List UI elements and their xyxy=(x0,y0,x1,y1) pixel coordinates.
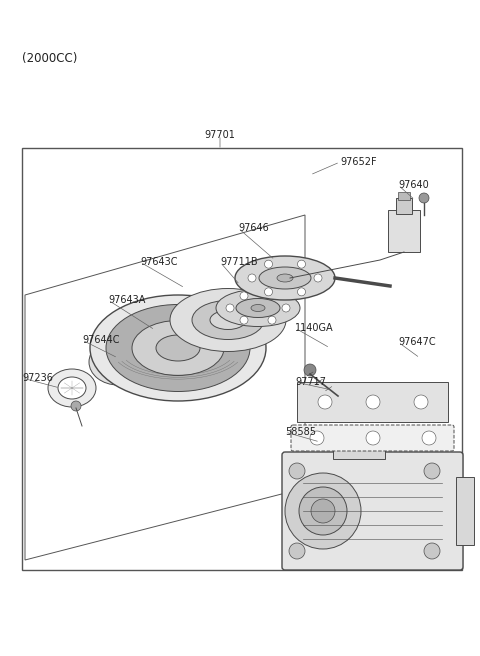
Circle shape xyxy=(298,260,305,268)
Circle shape xyxy=(264,260,273,268)
Text: 58585: 58585 xyxy=(285,427,316,437)
Text: 97701: 97701 xyxy=(204,130,235,140)
Ellipse shape xyxy=(48,369,96,407)
Circle shape xyxy=(240,316,248,324)
Text: (2000CC): (2000CC) xyxy=(22,52,77,65)
Circle shape xyxy=(311,499,335,523)
Text: 97652F: 97652F xyxy=(340,157,377,167)
Bar xyxy=(456,477,474,545)
Text: 97647C: 97647C xyxy=(398,337,436,347)
Ellipse shape xyxy=(235,256,335,300)
Bar xyxy=(22,148,462,570)
Circle shape xyxy=(366,431,380,445)
Circle shape xyxy=(268,316,276,324)
Ellipse shape xyxy=(106,304,250,392)
Circle shape xyxy=(71,401,81,411)
Circle shape xyxy=(304,364,316,376)
Circle shape xyxy=(282,304,290,312)
FancyBboxPatch shape xyxy=(282,452,463,570)
Ellipse shape xyxy=(277,274,293,282)
Ellipse shape xyxy=(58,377,86,399)
Ellipse shape xyxy=(90,295,266,401)
Bar xyxy=(388,210,420,252)
Circle shape xyxy=(268,292,276,300)
Circle shape xyxy=(289,463,305,479)
Circle shape xyxy=(248,274,256,282)
Ellipse shape xyxy=(192,300,264,340)
Circle shape xyxy=(414,395,428,409)
Ellipse shape xyxy=(210,310,246,329)
Circle shape xyxy=(424,463,440,479)
Circle shape xyxy=(299,487,347,535)
Text: 97711B: 97711B xyxy=(220,257,258,267)
Text: 97646: 97646 xyxy=(238,223,269,233)
Ellipse shape xyxy=(100,348,136,377)
Circle shape xyxy=(285,473,361,549)
Circle shape xyxy=(424,543,440,559)
Ellipse shape xyxy=(89,339,147,385)
Circle shape xyxy=(314,274,322,282)
Ellipse shape xyxy=(259,267,311,289)
Circle shape xyxy=(298,288,305,296)
Bar xyxy=(398,192,410,200)
Circle shape xyxy=(419,193,429,203)
Text: 1140GA: 1140GA xyxy=(295,323,334,333)
Bar xyxy=(297,382,448,422)
Text: 97717: 97717 xyxy=(295,377,326,387)
Text: 97644C: 97644C xyxy=(82,335,120,345)
Ellipse shape xyxy=(170,289,286,352)
Circle shape xyxy=(318,395,332,409)
Ellipse shape xyxy=(251,304,265,312)
Bar xyxy=(396,198,412,214)
Circle shape xyxy=(366,395,380,409)
Circle shape xyxy=(240,292,248,300)
Bar xyxy=(333,441,385,459)
FancyBboxPatch shape xyxy=(291,425,454,451)
Circle shape xyxy=(289,543,305,559)
Ellipse shape xyxy=(156,335,200,361)
Circle shape xyxy=(422,431,436,445)
Circle shape xyxy=(264,288,273,296)
Text: 97643C: 97643C xyxy=(140,257,178,267)
Ellipse shape xyxy=(236,298,280,318)
Circle shape xyxy=(310,431,324,445)
Text: 97643A: 97643A xyxy=(108,295,145,305)
Text: 97236: 97236 xyxy=(22,373,53,383)
Circle shape xyxy=(226,304,234,312)
Ellipse shape xyxy=(216,289,300,327)
Ellipse shape xyxy=(132,321,224,375)
Text: 97640: 97640 xyxy=(398,180,429,190)
